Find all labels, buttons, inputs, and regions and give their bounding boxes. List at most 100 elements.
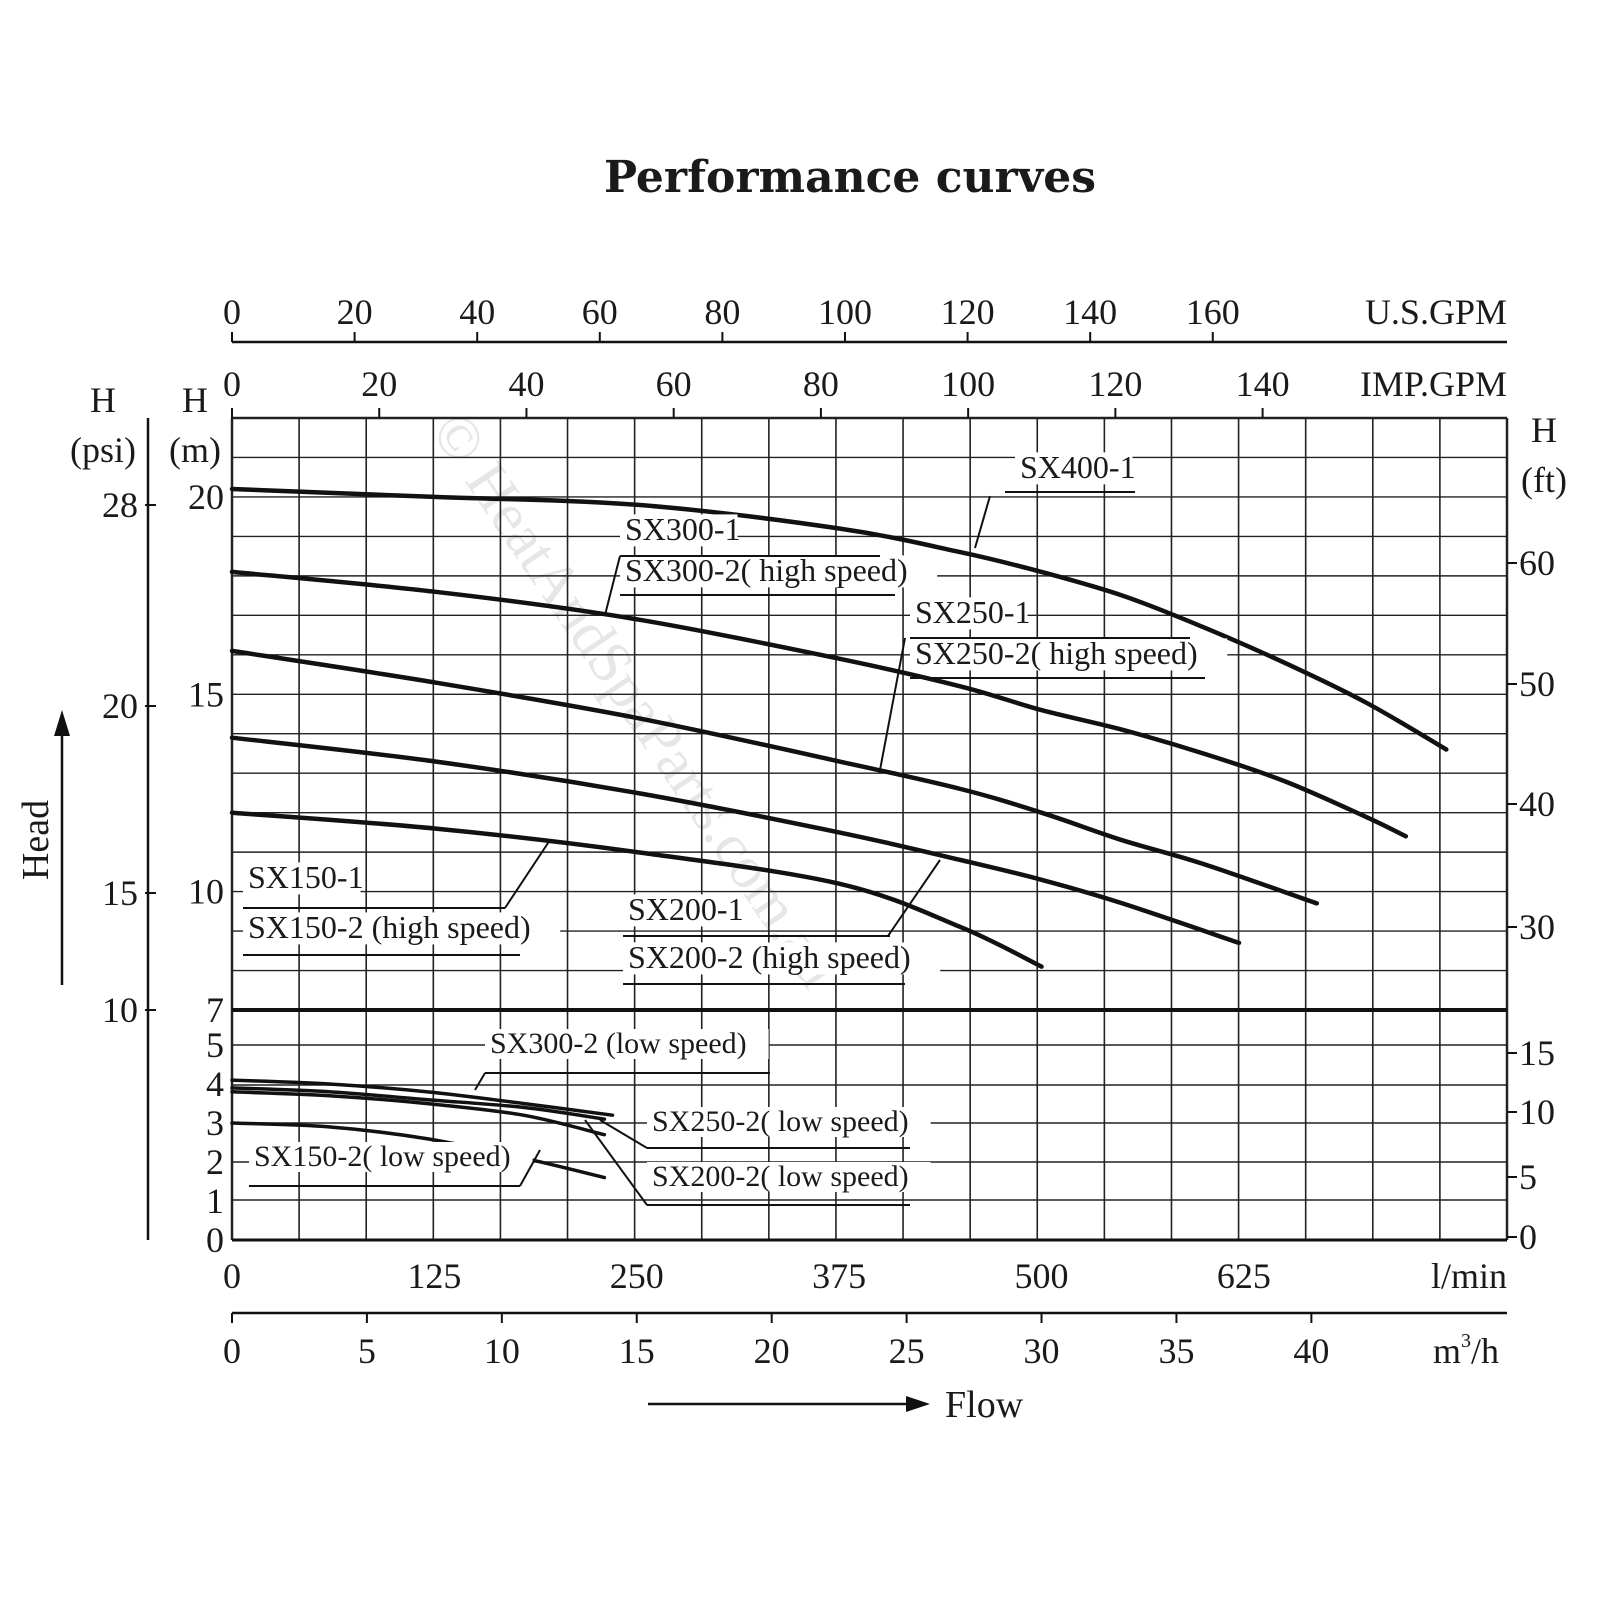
us-gpm-tick-label: 160 <box>1186 292 1240 332</box>
annotation-label: SX200-2( low speed) <box>652 1160 909 1193</box>
lmin-tick-label: 250 <box>610 1256 664 1296</box>
annotation-label: SX150-2 (high speed) <box>248 909 531 945</box>
head-axis-label: Head <box>15 800 57 880</box>
ft-tick-label: 0 <box>1519 1217 1537 1257</box>
m-lower-tick-label: 0 <box>206 1220 224 1260</box>
lmin-tick-label: 625 <box>1217 1256 1271 1296</box>
annotation-backing <box>647 1107 931 1137</box>
annotation-leader <box>974 495 991 549</box>
imp-gpm-tick-label: 60 <box>656 364 692 404</box>
annotation-leader <box>584 1119 648 1206</box>
annotation-backing <box>910 638 1228 671</box>
annotation-sx250-low: SX250-2( low speed) <box>599 1105 931 1149</box>
curve-sx300 <box>229 569 1409 839</box>
ft-tick-label: 5 <box>1519 1157 1537 1197</box>
curves <box>229 486 1449 1180</box>
ft-tick-label: 10 <box>1519 1092 1555 1132</box>
m-axis-label-unit: (m) <box>169 430 221 470</box>
imp-gpm-tick-label: 20 <box>361 364 397 404</box>
m-upper-tick-label: 10 <box>188 872 224 912</box>
ft-axis-label-unit: (ft) <box>1521 460 1567 500</box>
annotation-label: SX250-2( low speed) <box>652 1105 909 1138</box>
m3h-tick-label: 30 <box>1024 1331 1060 1371</box>
m-upper-tick-label: 15 <box>188 674 224 714</box>
annotation-label: SX150-2( low speed) <box>254 1140 511 1173</box>
lmin-axis-label: l/min <box>1431 1256 1507 1296</box>
annotation-sx300: SX300-1 SX300-2( high speed) <box>604 511 938 616</box>
m3h-tick-label: 15 <box>619 1331 655 1371</box>
m3h-tick-label: 0 <box>223 1331 241 1371</box>
lmin-tick-label: 125 <box>407 1256 461 1296</box>
imp-gpm-tick-label: 140 <box>1236 364 1290 404</box>
annotation-label: SX250-2( high speed) <box>915 635 1198 671</box>
annotation-label: SX200-1 <box>628 891 744 927</box>
psi-axis-label-unit: (psi) <box>70 430 136 470</box>
m-lower-tick-label: 1 <box>206 1181 224 1221</box>
us-gpm-tick-label: 140 <box>1063 292 1117 332</box>
lmin-tick-label: 0 <box>223 1256 241 1296</box>
lmin-tick-label: 375 <box>812 1256 866 1296</box>
annotation-label: SX250-1 <box>915 594 1031 630</box>
us-gpm-tick-label: 60 <box>582 292 618 332</box>
flow-arrow-head <box>906 1396 930 1412</box>
annotation-backing <box>243 862 361 895</box>
annotation-backing <box>249 1142 533 1172</box>
annotation-label: SX300-2 (low speed) <box>490 1027 747 1060</box>
m3h-tick-label: 35 <box>1158 1331 1194 1371</box>
annotation-leader <box>599 1119 648 1149</box>
annotation-sx250: SX250-1 SX250-2( high speed) <box>879 594 1228 771</box>
us-gpm-tick-label: 120 <box>941 292 995 332</box>
m3h-tick-label: 40 <box>1293 1331 1329 1371</box>
lmin-tick-label: 500 <box>1015 1256 1069 1296</box>
annotation-label: SX150-1 <box>248 859 364 895</box>
psi-tick-label: 28 <box>102 485 138 525</box>
curve-sx400 <box>229 486 1449 752</box>
curve-sx200-low <box>230 1090 607 1137</box>
annotation-backing <box>910 597 1028 630</box>
annotation-leader <box>519 1149 541 1187</box>
curve-sx300-low <box>230 1078 615 1117</box>
m3h-tick-label: 25 <box>889 1331 925 1371</box>
m-upper-tick-label: 20 <box>188 477 224 517</box>
m3h-tick-label: 5 <box>358 1331 376 1371</box>
head-arrow-head <box>54 710 70 736</box>
ft-tick-label: 40 <box>1519 784 1555 824</box>
imp-gpm-axis-label: IMP.GPM <box>1360 364 1507 404</box>
annotation-backing <box>647 1162 931 1192</box>
m-lower-tick-label: 5 <box>206 1025 224 1065</box>
imp-gpm-tick-label: 0 <box>223 364 241 404</box>
annotation-sx400: SX400-1 <box>974 449 1136 549</box>
imp-gpm-tick-label: 100 <box>941 364 995 404</box>
m-lower-tick-label: 3 <box>206 1103 224 1143</box>
annotation-leader <box>504 839 551 909</box>
annotation-backing <box>623 894 741 927</box>
flow-axis-label: Flow <box>945 1384 1024 1426</box>
annotation-leader <box>474 1072 486 1091</box>
curve-sx150-low <box>230 1121 607 1180</box>
ft-tick-label: 60 <box>1519 543 1555 583</box>
ft-tick-label: 50 <box>1519 664 1555 704</box>
psi-tick-label: 20 <box>102 686 138 726</box>
us-gpm-tick-label: 0 <box>223 292 241 332</box>
annotation-label: SX200-2 (high speed) <box>628 939 911 975</box>
imp-gpm-tick-label: 120 <box>1088 364 1142 404</box>
annotation-backing <box>485 1029 769 1059</box>
annotation-leader <box>604 555 621 616</box>
psi-tick-label: 10 <box>102 990 138 1030</box>
us-gpm-tick-label: 80 <box>704 292 740 332</box>
annotation-backing <box>1015 452 1133 485</box>
psi-tick-label: 15 <box>102 873 138 913</box>
us-gpm-axis-label: U.S.GPM <box>1365 292 1507 332</box>
us-gpm-tick-label: 20 <box>337 292 373 332</box>
annotation-leader <box>879 637 906 771</box>
psi-axis-label-h: H <box>90 380 116 420</box>
curve-sx200 <box>229 735 1242 946</box>
m-upper-tick-label: 7 <box>206 990 224 1030</box>
curve-sx250-low <box>230 1086 607 1121</box>
annotation-label: SX400-1 <box>1020 449 1136 485</box>
curve-sx250 <box>229 648 1320 906</box>
annotation-label: SX300-2( high speed) <box>625 552 908 588</box>
annotation-sx300-low: SX300-2 (low speed) <box>474 1027 770 1091</box>
